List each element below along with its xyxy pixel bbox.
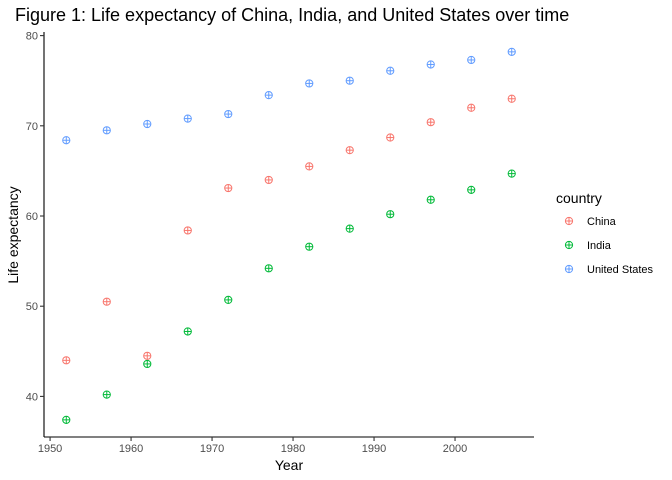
- point-china: [183, 226, 192, 235]
- point-india: [264, 264, 273, 273]
- point-india: [62, 415, 71, 424]
- data-points: [62, 47, 516, 424]
- point-china: [507, 94, 516, 103]
- point-india: [224, 295, 233, 304]
- x-tick-label: 1950: [38, 443, 62, 455]
- point-china: [345, 146, 354, 155]
- point-china: [143, 351, 152, 360]
- point-china: [386, 133, 395, 142]
- legend-label: China: [587, 216, 617, 228]
- point-china: [224, 183, 233, 193]
- point-united-states: [264, 91, 273, 100]
- legend-label: India: [587, 240, 612, 252]
- point-united-states: [143, 119, 152, 129]
- point-india: [386, 210, 395, 219]
- point-united-states: [102, 126, 111, 135]
- point-united-states: [386, 66, 395, 75]
- legend-key-india: [564, 240, 574, 250]
- legend-item-china: China: [564, 216, 617, 228]
- x-tick-label: 2000: [443, 443, 467, 455]
- point-united-states: [183, 114, 192, 123]
- point-india: [507, 169, 516, 178]
- point-united-states: [467, 55, 476, 65]
- chart-title: Figure 1: Life expectancy of China, Indi…: [15, 5, 569, 25]
- point-india: [426, 195, 435, 204]
- point-united-states: [345, 76, 354, 85]
- x-tick-label: 1960: [119, 443, 143, 455]
- y-tick-label: 80: [26, 31, 38, 43]
- legend-label: United States: [587, 264, 654, 276]
- point-india: [183, 327, 192, 336]
- point-united-states: [426, 60, 435, 69]
- y-tick-label: 60: [26, 211, 38, 223]
- point-india: [102, 390, 111, 399]
- point-india: [143, 359, 152, 369]
- x-tick-label: 1990: [362, 443, 386, 455]
- point-china: [62, 356, 71, 365]
- legend-item-united-states: United States: [564, 264, 654, 276]
- y-axis-title: Life expectancy: [5, 186, 21, 283]
- point-india: [467, 185, 476, 194]
- point-india: [345, 224, 354, 233]
- y-tick-label: 40: [26, 391, 38, 403]
- x-tick-label: 1980: [281, 443, 305, 455]
- legend-item-india: India: [564, 240, 612, 252]
- legend-title: country: [556, 190, 602, 206]
- x-tick-label: 1970: [200, 443, 224, 455]
- legend-key-united-states: [564, 264, 574, 274]
- point-united-states: [305, 79, 314, 88]
- point-china: [467, 103, 476, 112]
- axes: 1950 1960 1970 1980 1990 2000 40 50 60 70 80: [26, 31, 534, 455]
- point-united-states: [224, 109, 233, 119]
- point-united-states: [62, 136, 71, 145]
- point-china: [305, 162, 314, 171]
- point-china: [426, 118, 435, 127]
- point-china: [102, 297, 111, 306]
- point-india: [305, 242, 314, 251]
- x-axis-title: Year: [275, 457, 304, 473]
- y-tick-label: 70: [26, 121, 38, 133]
- point-united-states: [507, 47, 516, 56]
- legend-items: China India United States: [564, 216, 654, 276]
- legend: country China India United States: [556, 190, 654, 276]
- y-tick-label: 50: [26, 301, 38, 313]
- point-china: [264, 175, 273, 185]
- legend-key-china: [564, 216, 574, 226]
